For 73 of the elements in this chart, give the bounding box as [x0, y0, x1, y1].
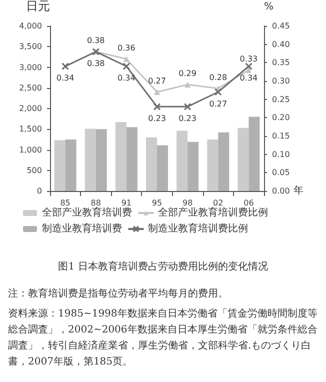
bar: [238, 128, 249, 191]
bar: [126, 127, 138, 191]
data-label: 0.34: [118, 74, 136, 83]
bar: [218, 132, 230, 191]
x-axis-title: 年: [294, 184, 304, 196]
y2-tick-label: 0.45: [272, 22, 290, 30]
y2-tick-label: 0.20: [272, 113, 290, 122]
bar: [115, 122, 126, 191]
y-tick-label: 2,000: [19, 104, 42, 113]
bar: [96, 129, 107, 191]
data-label: 0.38: [86, 36, 105, 46]
legend-label: 全部产业教育培训费比例: [158, 206, 268, 218]
text: 资料来源：1985~1998年数据来自日本労働省「賃金労働時間制度等総合調査」，2002~2006年数据来自日本厚生労働省「就労条件総合調査」，转引自経済産業省，厚生労働省，文部科学省.ものづくり白書，2007年版，第185页。: [7, 308, 318, 368]
y2-tick-label: 0.35: [272, 58, 290, 68]
x-tick-label: 02: [213, 198, 224, 208]
y-tick-label: 1,000: [19, 145, 42, 154]
x-tick-label: 06: [244, 198, 254, 208]
x-tick-label: 88: [90, 198, 101, 208]
data-label: 0.38: [86, 58, 105, 68]
point: [214, 88, 222, 96]
bar: [146, 137, 157, 191]
point: [246, 67, 252, 73]
x-tick-label: 91: [121, 198, 132, 208]
data-label: 0.28: [209, 72, 228, 82]
y2-tick-label: 0.15: [272, 132, 290, 140]
point: [154, 89, 160, 95]
text: 图1 日本教育培训费占劳动费用比例的变化情况: [58, 260, 268, 272]
bar: [207, 139, 218, 191]
bar: [248, 116, 260, 191]
point: [122, 62, 130, 70]
data-label: 0.27: [148, 76, 166, 86]
data-label: 0.23: [178, 114, 196, 123]
y-tick-label: 3,500: [19, 42, 42, 52]
y-tick-label: 500: [26, 166, 42, 175]
y-tick-label: 1,500: [19, 124, 42, 134]
y2-axis-title: %: [264, 2, 274, 12]
data-label: 0.27: [209, 99, 228, 108]
legend-label: 制造业教育培训费: [42, 222, 122, 234]
x-tick-label: 95: [152, 198, 162, 208]
data-label: 0.36: [118, 44, 136, 52]
point: [153, 102, 161, 110]
data-label: 0.33: [240, 54, 258, 64]
point: [244, 62, 252, 70]
bar: [54, 140, 66, 191]
data-label: 0.34: [240, 74, 258, 83]
y2-tick-label: 0.00: [272, 186, 290, 196]
y2-tick-label: 0.05: [272, 168, 290, 178]
y2-tick-label: 0.30: [272, 76, 290, 86]
y-tick-label: 2,500: [19, 83, 42, 92]
legend-label: 全部产业教育培训费: [42, 206, 132, 218]
point: [123, 56, 130, 62]
bar: [157, 145, 168, 191]
y2-tick-label: 0.10: [272, 150, 290, 159]
x-tick-label: 85: [60, 198, 70, 208]
bar: [176, 130, 188, 191]
y-tick-label: 4,000: [19, 22, 42, 30]
point: [184, 82, 191, 88]
text: 注：教育培训费是指每位劳动者平均每月的费用。: [8, 288, 228, 300]
y2-tick-label: 0.40: [272, 40, 290, 49]
bar: [84, 128, 96, 191]
bar: [65, 139, 76, 191]
data-label: 0.34: [56, 74, 74, 83]
y2-tick-label: 0.25: [272, 94, 290, 104]
y-tick-label: 3,000: [19, 62, 42, 72]
x-tick-label: 98: [182, 198, 193, 208]
y-axis-title: 日元: [26, 0, 50, 13]
point: [62, 62, 70, 70]
point: [184, 102, 192, 110]
data-label: 0.29: [178, 69, 196, 78]
legend-label: 制造业教育培训费比例: [148, 222, 248, 234]
bar: [188, 142, 199, 191]
y-tick-label: 0: [36, 186, 42, 196]
data-label: 0.23: [148, 114, 166, 123]
